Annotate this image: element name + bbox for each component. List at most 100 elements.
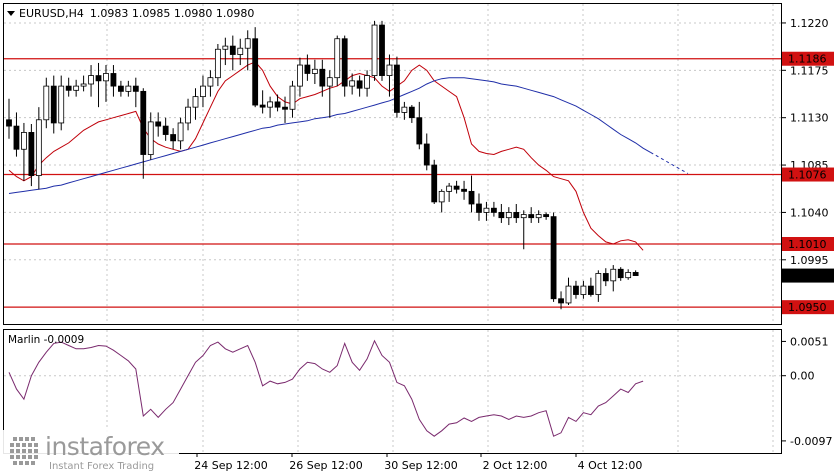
candle-body xyxy=(21,132,27,150)
indicator-label: Marlin -0.0009 xyxy=(8,334,84,346)
moving-average-line-1 xyxy=(8,61,644,251)
grid-lines xyxy=(4,4,781,453)
candle-body xyxy=(35,119,42,176)
candle-body xyxy=(311,68,318,74)
candle xyxy=(110,65,117,97)
candle xyxy=(80,75,87,92)
candle xyxy=(602,268,609,287)
level-tags: 1.1186 1.1076 1.1010 1.0950 1.0980 xyxy=(782,51,834,315)
candle xyxy=(28,124,35,187)
candle xyxy=(13,112,20,157)
candle-body xyxy=(170,134,177,142)
y-tick-label: 1.1175 xyxy=(790,64,829,77)
candle xyxy=(185,98,191,131)
level-tag xyxy=(782,167,834,182)
candle-body xyxy=(550,216,557,300)
candle-body xyxy=(602,273,609,282)
candle xyxy=(244,30,251,71)
candle-body xyxy=(386,64,393,76)
candle xyxy=(222,37,229,66)
level-tag-label: 1.1186 xyxy=(788,53,827,66)
candle xyxy=(334,35,341,87)
time-axis: 24 Sep 12:00 26 Sep 12:00 30 Sep 12:00 2 Oc… xyxy=(194,453,642,472)
candle xyxy=(408,105,415,123)
candle-body xyxy=(595,273,602,295)
x-tick-label: 30 Sep 12:00 xyxy=(384,459,457,472)
candle-body xyxy=(73,85,80,91)
candle xyxy=(356,75,363,97)
candle xyxy=(453,180,460,194)
candle-body xyxy=(88,75,94,85)
candle-body xyxy=(565,285,572,304)
candle-body xyxy=(13,125,20,150)
candle xyxy=(520,210,527,250)
candle xyxy=(73,79,80,97)
candle-body xyxy=(28,132,35,176)
logo-mark-icon xyxy=(10,437,38,465)
candle-body xyxy=(147,121,154,155)
candle xyxy=(498,204,505,223)
candle-body xyxy=(65,85,72,91)
candle xyxy=(371,20,378,81)
candle-body xyxy=(297,64,303,87)
candle xyxy=(349,73,356,95)
candle xyxy=(468,175,475,213)
candle xyxy=(237,38,244,66)
level-tag-label: 1.1010 xyxy=(788,238,827,251)
logo-brand-text: instaforex xyxy=(45,432,165,461)
candle-body xyxy=(558,298,564,304)
candle-body xyxy=(610,268,617,282)
candle xyxy=(326,70,333,118)
candle-body xyxy=(364,75,370,89)
candle-body xyxy=(490,207,497,213)
x-tick-label: 2 Oct 12:00 xyxy=(483,459,548,472)
current-price-tag xyxy=(782,268,834,283)
candle-body xyxy=(379,24,385,76)
candle xyxy=(43,77,50,129)
candle-body xyxy=(103,73,109,82)
candle-body xyxy=(132,85,139,92)
candle-body xyxy=(155,121,162,127)
candle xyxy=(401,101,408,120)
candle-body xyxy=(401,106,408,113)
candle-body xyxy=(192,96,199,108)
candle xyxy=(587,277,594,297)
candle-body xyxy=(513,212,520,219)
candle-body xyxy=(416,117,423,145)
candle xyxy=(125,80,132,97)
y-tick-label: 1.0995 xyxy=(790,254,829,267)
collapse-triangle-icon[interactable] xyxy=(7,11,15,16)
candle-body xyxy=(632,272,639,276)
candle xyxy=(543,212,550,220)
level-tag xyxy=(782,300,834,315)
candle xyxy=(132,77,139,108)
y-tick-label: 1.1130 xyxy=(790,112,829,125)
candle xyxy=(319,59,326,97)
sub-y-tick-label: 0.0051 xyxy=(790,335,829,348)
candle xyxy=(573,280,579,299)
candle-body xyxy=(50,85,57,124)
level-tag xyxy=(782,51,834,66)
candle-body xyxy=(543,214,550,218)
candle xyxy=(617,267,624,281)
candle xyxy=(252,27,259,108)
candle-body xyxy=(162,125,169,135)
candle xyxy=(155,112,162,137)
candle xyxy=(50,75,57,134)
candle xyxy=(595,270,602,302)
candle xyxy=(461,180,467,200)
candle xyxy=(103,65,109,102)
candle xyxy=(513,204,520,223)
candle xyxy=(140,88,147,179)
marlin-line xyxy=(8,339,644,437)
candle xyxy=(177,117,184,150)
logo-tagline: Instant Forex Trading xyxy=(49,461,155,472)
candle-body xyxy=(461,188,467,192)
candle-body xyxy=(214,48,221,79)
candle-body xyxy=(446,185,453,192)
candle xyxy=(192,88,199,120)
candles xyxy=(6,20,639,310)
candle-body xyxy=(580,285,587,295)
candle-body xyxy=(274,101,281,108)
